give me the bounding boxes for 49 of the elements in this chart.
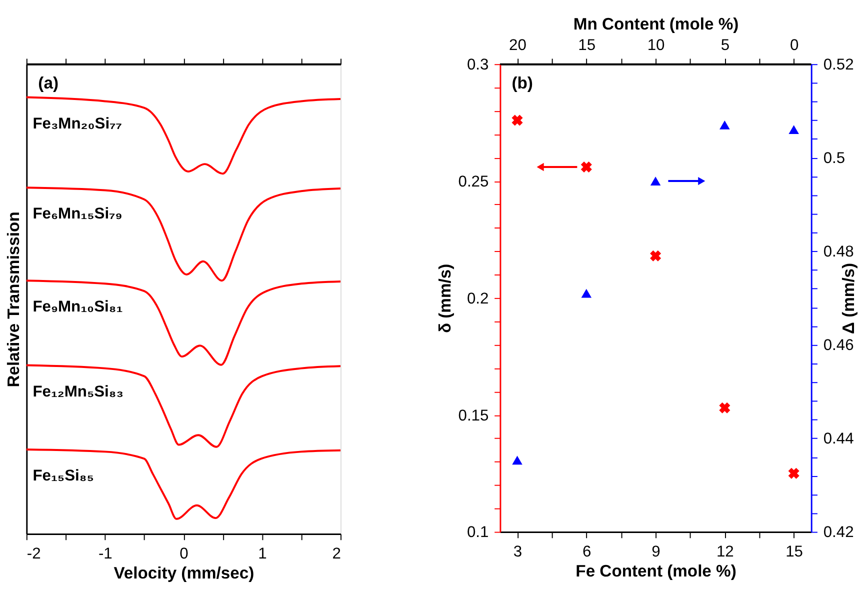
x2-tick-label: 15 [578, 36, 596, 54]
point [720, 120, 730, 130]
x2-tick-label: 0 [790, 36, 799, 54]
point [650, 176, 661, 186]
point [512, 456, 522, 465]
x-axis-title: Velocity (mm/sec) [114, 563, 254, 582]
point [650, 250, 662, 262]
annotation: Fe₃Mn₂₀Si₇₇ [32, 115, 122, 132]
x-tick-label: 12 [716, 544, 734, 561]
x-tick-label: -2 [26, 546, 41, 563]
x-tick-label: 15 [786, 544, 804, 561]
y2-tick-label: 0.46 [823, 337, 854, 354]
x-tick-label: 1 [258, 546, 267, 563]
y-axis-title: δ (mm/s) [435, 264, 454, 334]
x-tick-label: 3 [513, 544, 522, 561]
y2-tick-label: 0.52 [823, 56, 854, 74]
y-tick-label: 0.3 [466, 56, 490, 74]
y-axis-title: Relative Transmission [4, 212, 24, 388]
x-axis-title: Fe Content (mole %) [576, 561, 736, 580]
annotation: (b) [512, 74, 533, 93]
annotation: Fe₉Mn₁₀Si₈₁ [32, 298, 123, 316]
point [512, 114, 523, 126]
x2-tick-label: 5 [720, 36, 730, 54]
annotation: Fe₁₅Si₈₅ [32, 468, 94, 485]
x-tick-label: 2 [332, 546, 341, 563]
y2-axis-title: Δ (mm/s) [838, 262, 858, 334]
x-tick-label: 0 [180, 546, 189, 563]
y-tick-label: 0.1 [466, 524, 489, 542]
point [581, 288, 592, 298]
y-tick-label: 0.25 [458, 173, 490, 190]
x-tick-label: 6 [582, 544, 592, 561]
x2-tick-label: 10 [647, 36, 666, 54]
point [788, 468, 800, 479]
text: (a) [38, 74, 58, 93]
x2-tick-label: 20 [509, 36, 527, 54]
x-tick-label: 9 [652, 544, 660, 561]
annotation: Fe₆Mn₁₅Si₇₉ [32, 206, 122, 223]
point [580, 161, 592, 173]
annotation: Fe₁₂Mn₅Si₈₃ [32, 383, 124, 400]
x2-axis-title: Mn Content (mole %) [573, 14, 739, 34]
y-tick-label: 0.15 [458, 407, 490, 424]
y2-tick-label: 0.5 [823, 150, 846, 168]
y-tick-label: 0.2 [466, 290, 489, 308]
point [719, 402, 730, 414]
point [788, 125, 799, 134]
x-tick-label: -1 [98, 546, 112, 563]
y2-tick-label: 0.48 [823, 244, 854, 261]
y2-tick-label: 0.44 [823, 430, 854, 448]
y2-tick-label: 0.42 [823, 524, 854, 542]
